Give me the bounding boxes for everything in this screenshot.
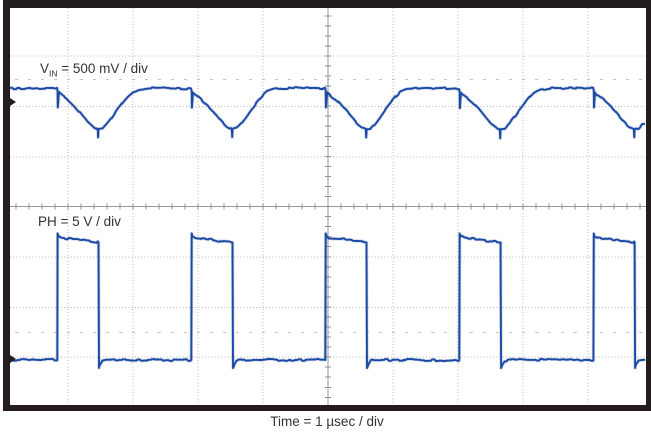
vin-label-subscript: IN xyxy=(49,68,58,79)
waveform-plot xyxy=(10,8,646,405)
vin-reference-marker-icon xyxy=(10,98,16,106)
scope-display-frame xyxy=(3,0,651,411)
vin-label-rest: = 500 mV / div xyxy=(57,61,148,76)
vin-scale-label: VIN = 500 mV / div xyxy=(40,61,148,79)
time-axis-label: Time = 1 µsec / div xyxy=(270,414,384,429)
ph-scale-label: PH = 5 V / div xyxy=(38,214,121,229)
vin-label-prefix: V xyxy=(40,61,50,76)
ph-reference-marker-icon xyxy=(10,355,16,363)
